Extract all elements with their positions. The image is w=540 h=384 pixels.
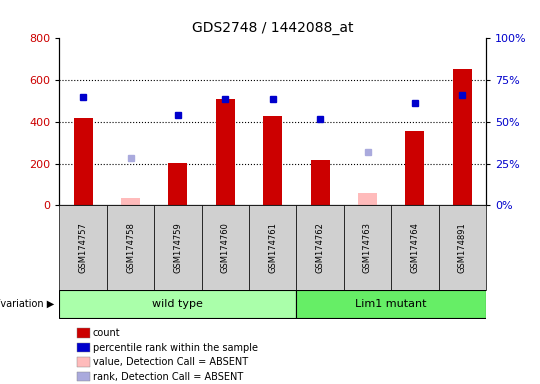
- Bar: [201, 205, 249, 290]
- Text: GSM174762: GSM174762: [315, 222, 325, 273]
- Bar: [310, 159, 329, 205]
- Bar: [73, 118, 92, 205]
- Title: GDS2748 / 1442088_at: GDS2748 / 1442088_at: [192, 21, 354, 35]
- Text: percentile rank within the sample: percentile rank within the sample: [93, 343, 258, 353]
- Text: genotype/variation ▶: genotype/variation ▶: [0, 299, 54, 310]
- Text: GSM174764: GSM174764: [410, 222, 420, 273]
- Text: GSM174758: GSM174758: [126, 222, 135, 273]
- Text: value, Detection Call = ABSENT: value, Detection Call = ABSENT: [93, 357, 248, 367]
- Bar: [406, 131, 424, 205]
- Bar: [263, 116, 282, 205]
- Text: GSM174761: GSM174761: [268, 222, 277, 273]
- Text: GSM174891: GSM174891: [458, 222, 467, 273]
- Bar: [391, 205, 438, 290]
- Bar: [358, 193, 377, 205]
- Bar: [216, 99, 235, 205]
- Text: rank, Detection Call = ABSENT: rank, Detection Call = ABSENT: [93, 372, 243, 382]
- Bar: [59, 205, 107, 290]
- Text: GSM174757: GSM174757: [79, 222, 87, 273]
- Text: count: count: [93, 328, 120, 338]
- Text: wild type: wild type: [152, 299, 204, 310]
- Bar: [438, 205, 486, 290]
- Bar: [107, 205, 154, 290]
- Bar: [249, 205, 296, 290]
- Bar: [121, 198, 140, 205]
- Bar: [154, 205, 201, 290]
- Text: Lim1 mutant: Lim1 mutant: [355, 299, 427, 310]
- Text: GSM174763: GSM174763: [363, 222, 372, 273]
- Bar: [296, 291, 486, 318]
- Bar: [344, 205, 391, 290]
- Text: GSM174760: GSM174760: [221, 222, 230, 273]
- Bar: [453, 69, 472, 205]
- Bar: [59, 291, 296, 318]
- Text: GSM174759: GSM174759: [173, 222, 183, 273]
- Bar: [168, 163, 187, 205]
- Bar: [296, 205, 344, 290]
